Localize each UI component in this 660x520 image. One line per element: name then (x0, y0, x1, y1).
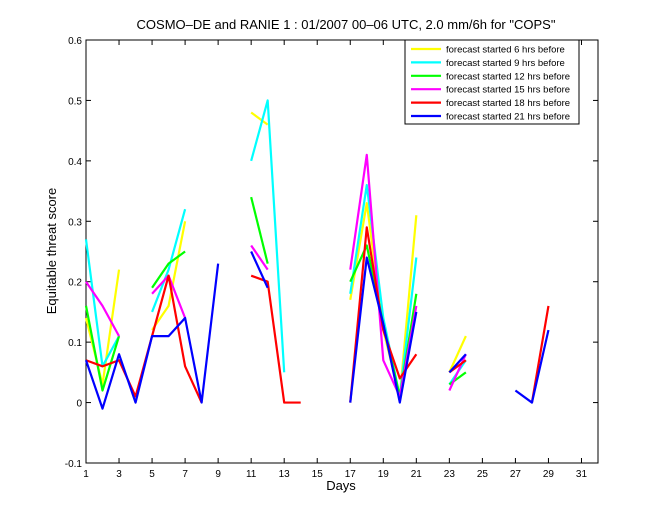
y-tick-label: 0.4 (68, 157, 82, 168)
x-axis-ticks: 1 3 5 7 9 11 13 15 17 19 21 23 25 27 29 31 (83, 40, 587, 480)
x-tick-label: 17 (345, 469, 357, 480)
y-tick-label: -0.1 (65, 459, 83, 470)
series-line-segment (151, 250, 186, 289)
legend-label: forecast started 18 hrs before (446, 98, 570, 109)
y-tick-label: 0.2 (68, 278, 82, 289)
series-line-segment (84, 305, 121, 392)
x-tick-label: 1 (83, 469, 89, 480)
legend: forecast started 6 hrs before forecast st… (404, 39, 580, 125)
series-line-segment (448, 353, 467, 374)
legend-label: forecast started 6 hrs before (446, 45, 565, 56)
series-line-segment (250, 111, 269, 126)
series-line-segment (250, 244, 269, 271)
x-tick-label: 21 (411, 469, 423, 480)
series-line-segment (349, 256, 418, 404)
legend-item: forecast started 6 hrs before (411, 45, 565, 56)
x-tick-label: 9 (215, 469, 221, 480)
series-line-segment (84, 263, 220, 410)
series-line-segment (250, 274, 301, 404)
x-tick-label: 11 (246, 469, 257, 480)
legend-label: forecast started 12 hrs before (446, 71, 570, 82)
y-tick-label: 0.1 (68, 338, 82, 349)
series-line-segment (250, 251, 269, 289)
x-tick-label: 31 (576, 469, 588, 480)
x-tick-label: 29 (543, 469, 555, 480)
series-line-segment (448, 335, 467, 373)
y-tick-label: 0.5 (68, 96, 82, 107)
chart-title: COSMO–DE and RANIE 1 : 01/2007 00–06 UTC… (137, 17, 556, 32)
legend-items: forecast started 6 hrs before forecast st… (411, 45, 570, 123)
legend-item: forecast started 15 hrs before (411, 85, 570, 96)
y-axis-label: Equitable threat score (44, 188, 59, 314)
series-line-segment (85, 281, 120, 337)
series-line-segment (448, 353, 467, 391)
series-lines (84, 99, 550, 410)
series-line-segment (250, 99, 286, 373)
series-line-segment (84, 269, 121, 386)
x-tick-label: 13 (279, 469, 291, 480)
x-tick-label: 19 (378, 469, 390, 480)
legend-box (404, 39, 580, 125)
x-tick-label: 7 (182, 469, 188, 480)
series-line-segment (151, 208, 187, 313)
series-line-segment (349, 183, 418, 398)
y-tick-label: 0 (76, 399, 82, 410)
x-axis-label: Days (326, 478, 356, 493)
series-line-segment (514, 329, 550, 404)
series-line-segment (250, 196, 269, 264)
x-tick-label: 23 (444, 469, 456, 480)
y-tick-label: 0.3 (68, 217, 82, 228)
x-tick-label: 27 (510, 469, 522, 480)
legend-label: forecast started 21 hrs before (446, 112, 570, 123)
legend-label: forecast started 15 hrs before (446, 85, 570, 96)
legend-item: forecast started 18 hrs before (411, 98, 570, 109)
x-tick-label: 15 (312, 469, 324, 480)
legend-label: forecast started 9 hrs before (446, 58, 565, 69)
x-tick-label: 5 (149, 469, 155, 480)
y-axis-ticks: -0.1 0 0.1 0.2 0.3 0.4 0.5 0.6 (65, 36, 598, 470)
series-6 (84, 251, 550, 410)
legend-item: forecast started 9 hrs before (411, 58, 565, 69)
legend-item: forecast started 12 hrs before (411, 71, 570, 82)
y-tick-label: 0.6 (68, 36, 82, 47)
series-line-segment (151, 221, 187, 331)
x-tick-label: 25 (477, 469, 489, 480)
legend-item: forecast started 21 hrs before (411, 112, 570, 123)
x-tick-label: 3 (116, 469, 122, 480)
